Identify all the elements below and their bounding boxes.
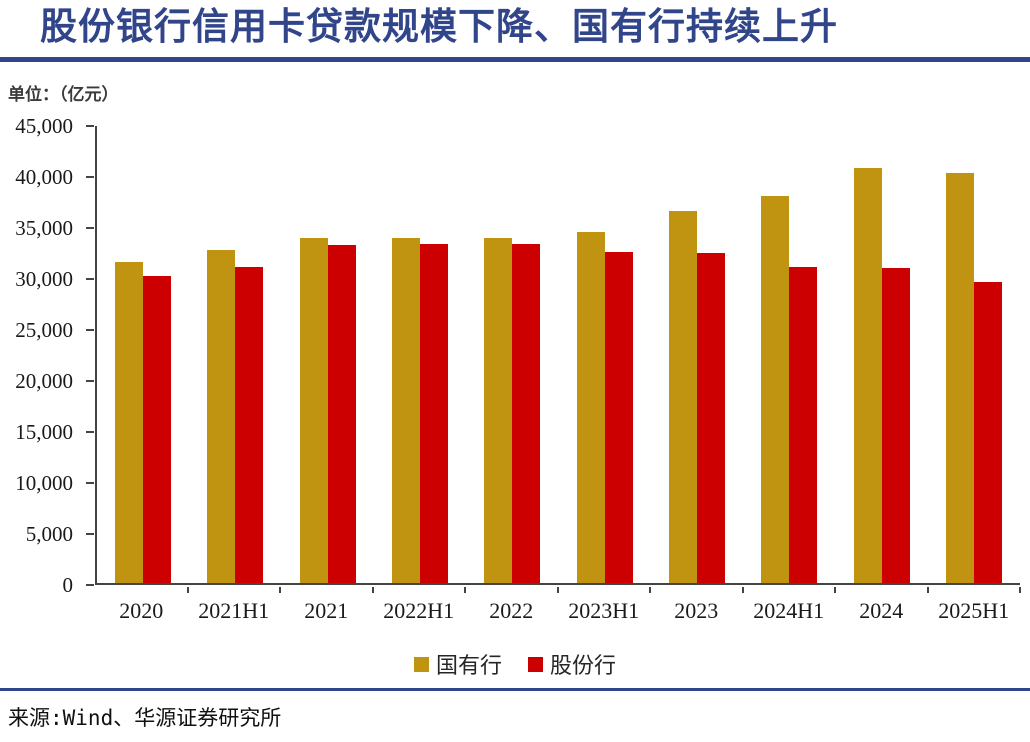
bar-group-2024 (835, 126, 927, 583)
bar-股份行-2023H1 (604, 251, 633, 583)
x-tick-mark (279, 587, 281, 593)
x-tick-label-2024H1: 2024H1 (753, 598, 825, 623)
y-tick-label: 10,000 (15, 471, 73, 495)
legend-label: 股份行 (550, 653, 617, 678)
bar-group-2023 (651, 126, 743, 583)
bar-group-2023H1 (558, 126, 650, 583)
footer-rule (0, 688, 1030, 691)
x-tick-label-2023H1: 2023H1 (568, 598, 640, 623)
x-tick-label-2022H1: 2022H1 (383, 598, 455, 623)
legend-entry-国有行: 国有行 (413, 648, 502, 680)
bar-国有行-2021 (299, 238, 328, 583)
y-tick-mark (86, 533, 94, 535)
y-tick-label: 45,000 (15, 114, 73, 138)
legend-label: 国有行 (435, 653, 502, 678)
y-tick-label: 15,000 (15, 420, 73, 444)
bar-股份行-2021H1 (235, 266, 264, 583)
bar-股份行-2021 (327, 245, 356, 583)
x-tick-label-2021: 2021 (304, 598, 349, 623)
y-tick-label: 30,000 (15, 267, 73, 291)
bar-国有行-2025H1 (945, 173, 974, 583)
bar-group-2020 (97, 126, 189, 583)
x-tick-mark (186, 587, 189, 593)
x-tick-mark (371, 587, 374, 593)
bar-group-2024H1 (743, 126, 835, 583)
bar-国有行-2024 (853, 167, 882, 583)
bar-股份行-2023 (696, 252, 725, 583)
x-tick-label-2025H1: 2025H1 (938, 598, 1010, 623)
x-tick-label-2023: 2023 (674, 598, 719, 623)
y-tick-label: 25,000 (15, 318, 73, 342)
bar-group-2022H1 (374, 126, 466, 583)
y-tick-mark (86, 329, 94, 331)
bar-国有行-2023H1 (576, 232, 605, 583)
y-tick-label: 35,000 (15, 216, 73, 240)
bar-国有行-2023 (668, 210, 697, 583)
bar-国有行-2024H1 (761, 196, 790, 583)
bar-股份行-2022H1 (420, 244, 449, 583)
y-tick-mark (86, 176, 94, 178)
y-tick-mark (86, 227, 94, 229)
bars-container (97, 126, 1020, 583)
x-tick-mark (1019, 587, 1021, 593)
y-tick-mark (86, 380, 94, 382)
bar-股份行-2020 (143, 276, 172, 583)
title-underline-rule (0, 57, 1030, 62)
legend-entry-股份行: 股份行 (528, 648, 616, 680)
y-tick-label: 5,000 (25, 522, 73, 546)
bar-股份行-2024H1 (789, 266, 818, 583)
y-tick-mark (86, 431, 94, 433)
source-note: 来源:Wind、华源证券研究所 (8, 706, 282, 730)
bar-group-2021H1 (189, 126, 281, 583)
bar-国有行-2021H1 (207, 249, 236, 583)
legend-swatch-icon (528, 656, 543, 672)
legend: 国有行 股份行 (0, 648, 1030, 680)
x-tick-mark (741, 587, 744, 593)
bar-股份行-2022 (512, 244, 541, 583)
bar-国有行-2020 (115, 261, 144, 583)
legend-swatch-icon (413, 656, 429, 672)
y-tick-mark (86, 482, 94, 484)
y-tick-mark (86, 278, 94, 280)
y-tick-label: 20,000 (15, 369, 73, 393)
y-tick-mark (86, 125, 94, 127)
x-tick-mark (556, 587, 559, 593)
x-tick-mark (926, 587, 929, 593)
x-tick-mark (649, 587, 651, 593)
bar-国有行-2022 (484, 238, 513, 583)
chart-title: 股份银行信用卡贷款规模下降、国有行持续上升 (40, 6, 838, 47)
x-tick-label-2022: 2022 (489, 598, 534, 623)
y-tick-label: 0 (62, 573, 74, 597)
bar-国有行-2022H1 (392, 238, 421, 583)
plot-area (95, 126, 1020, 585)
bar-股份行-2024 (881, 267, 910, 583)
bar-group-2021 (282, 126, 374, 583)
bar-group-2025H1 (928, 126, 1020, 583)
x-tick-label-2020: 2020 (119, 598, 164, 623)
bar-group-2022 (466, 126, 558, 583)
x-tick-mark (834, 587, 836, 593)
y-tick-label: 40,000 (15, 165, 73, 189)
axis-unit-label: 单位：（亿元） (8, 85, 119, 104)
y-tick-mark (86, 584, 94, 586)
bar-股份行-2025H1 (973, 282, 1002, 583)
x-tick-label-2021H1: 2021H1 (198, 598, 270, 623)
x-tick-label-2024: 2024 (859, 598, 904, 623)
x-tick-mark (464, 587, 466, 593)
